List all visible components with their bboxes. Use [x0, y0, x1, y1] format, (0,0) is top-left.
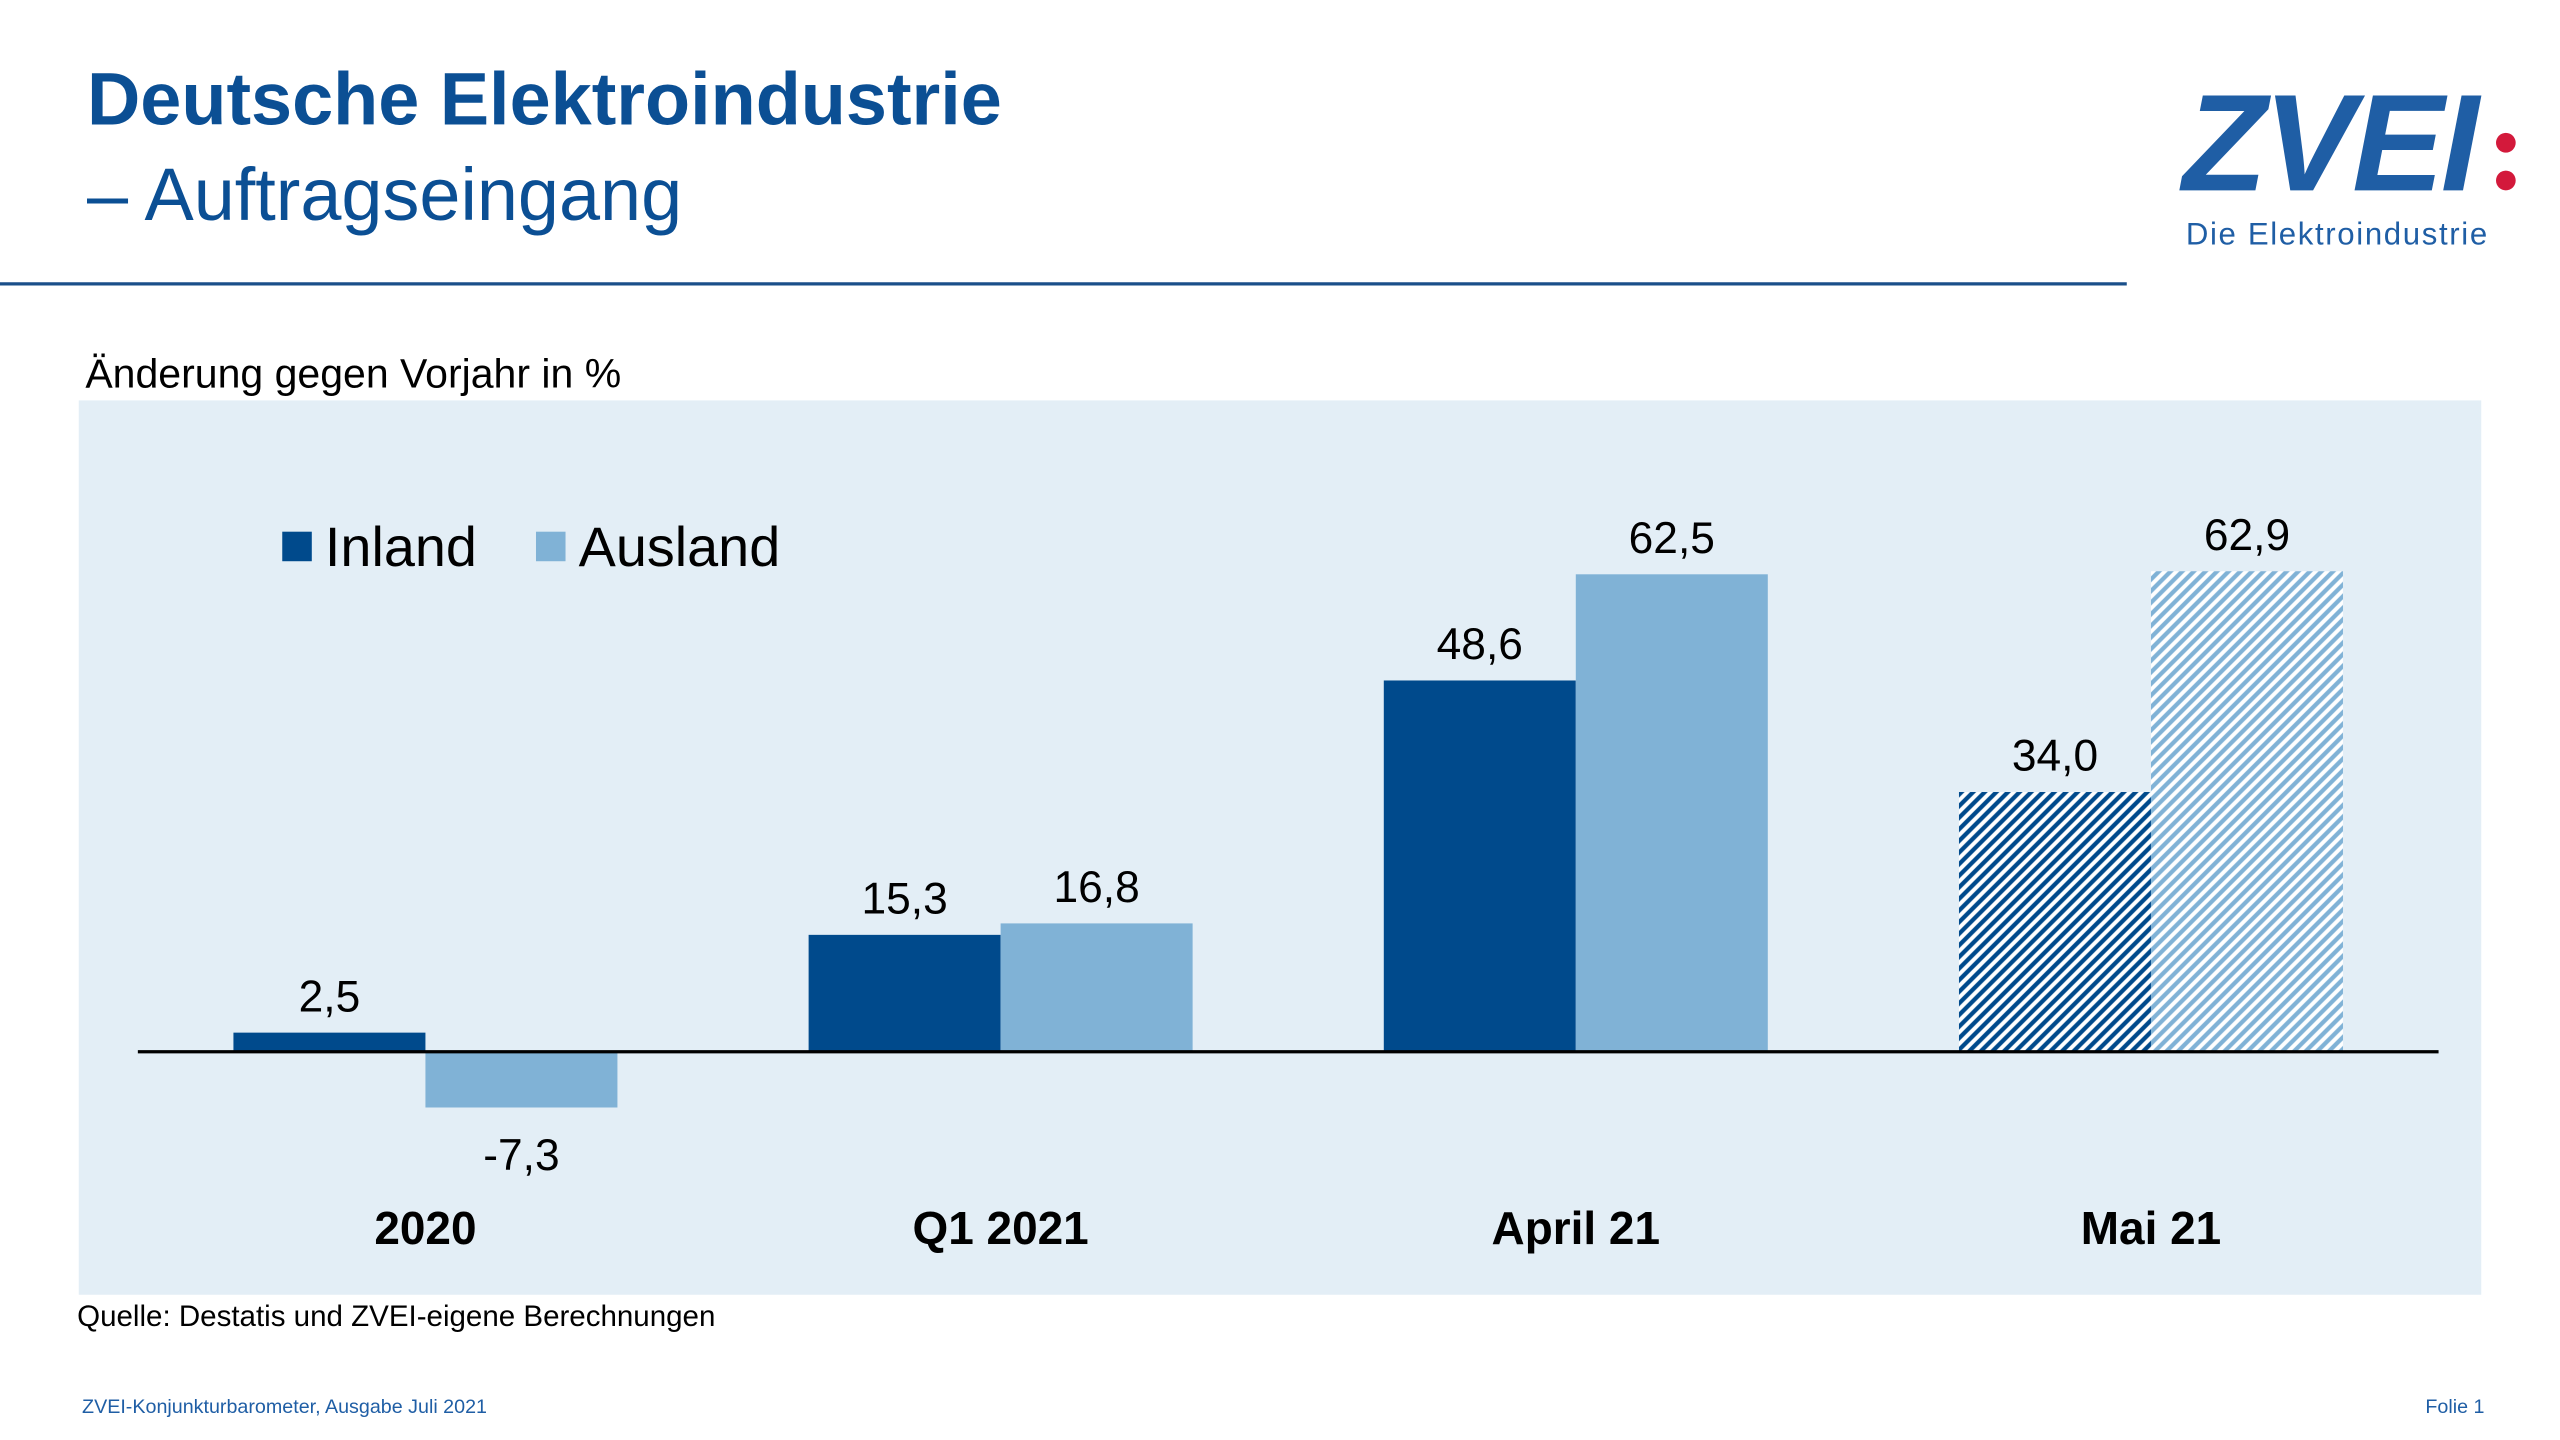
- bar: [233, 1032, 426, 1052]
- y-axis-label: Änderung gegen Vorjahr in %: [85, 350, 621, 396]
- bar: [1958, 792, 2151, 1052]
- legend-label: Ausland: [579, 515, 781, 578]
- value-label: 34,0: [2012, 732, 2098, 781]
- subtitle: – Auftragseingang: [87, 153, 682, 236]
- bar: [1383, 680, 1576, 1052]
- x-tick-label: 2020: [374, 1202, 476, 1254]
- title: Deutsche Elektroindustrie: [87, 58, 1002, 141]
- x-tick-label: Q1 2021: [912, 1202, 1088, 1254]
- x-tick-label: Mai 21: [2081, 1202, 2221, 1254]
- logo-name: ZVEI: [2179, 66, 2482, 220]
- bar: [2150, 571, 2343, 1052]
- legend-swatch: [282, 531, 312, 562]
- legend-label: Inland: [325, 515, 477, 578]
- x-tick-label: April 21: [1492, 1202, 1661, 1254]
- value-label: -7,3: [483, 1131, 559, 1180]
- bar: [1000, 923, 1193, 1052]
- logo-dot: [2496, 170, 2516, 191]
- value-label: 15,3: [862, 875, 948, 924]
- bar: [1575, 574, 1768, 1052]
- bar: [808, 934, 1001, 1052]
- legend-swatch: [535, 531, 566, 562]
- bar: [425, 1051, 618, 1108]
- source: Quelle: Destatis und ZVEI-eigene Berechn…: [77, 1300, 715, 1333]
- logo-tagline: Die Elektroindustrie: [2186, 217, 2489, 252]
- value-label: 2,5: [299, 972, 361, 1021]
- value-label: 16,8: [1054, 863, 1140, 912]
- value-label: 62,5: [1629, 514, 1715, 563]
- logo-dot: [2496, 132, 2516, 153]
- footer-right: Folie 1: [2425, 1396, 2484, 1418]
- value-label: 48,6: [1437, 620, 1523, 669]
- value-label: 62,9: [2204, 511, 2290, 560]
- footer-left: ZVEI-Konjunkturbarometer, Ausgabe Juli 2…: [82, 1396, 487, 1418]
